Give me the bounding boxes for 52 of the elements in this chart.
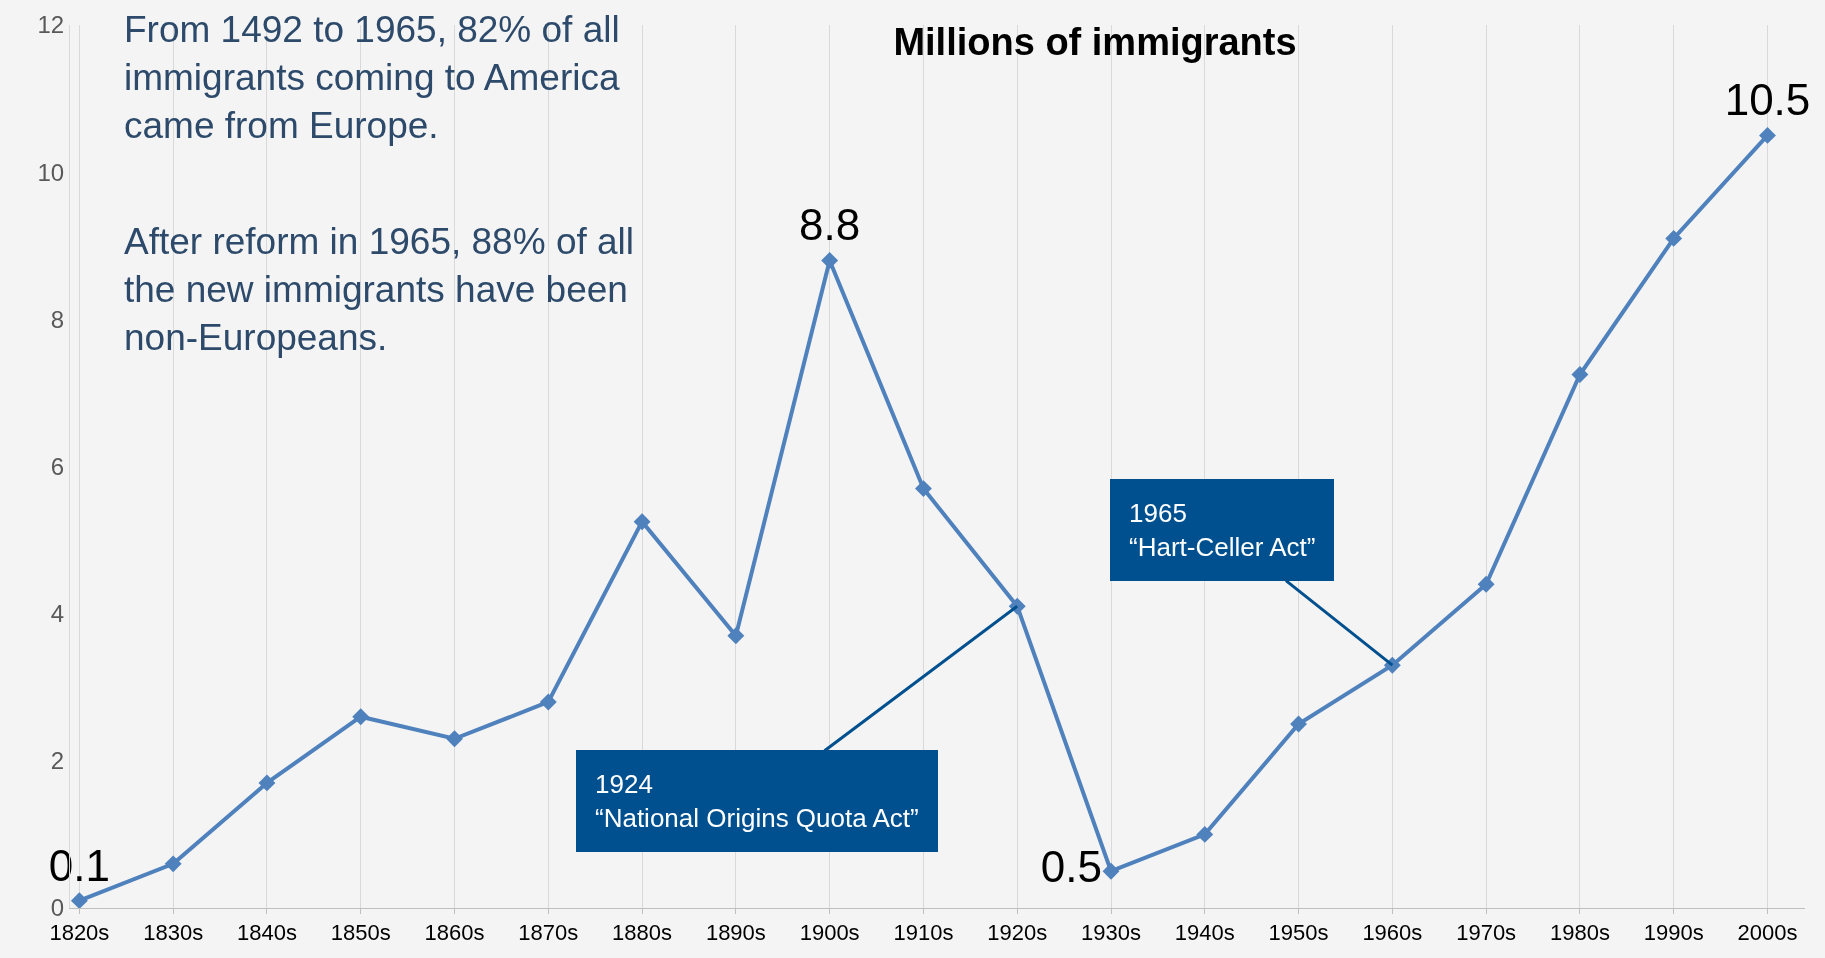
x-tick-label: 1890s [705, 920, 766, 946]
x-tick-label: 1970s [1456, 920, 1517, 946]
chart-title: Millions of immigrants [893, 21, 1297, 64]
point [70, 892, 88, 910]
data-label: 0.5 [1040, 842, 1102, 892]
data-label: 8.8 [799, 200, 861, 250]
point [1571, 366, 1589, 383]
point [633, 513, 651, 531]
point [727, 627, 745, 645]
x-tick-label: 1980s [1549, 920, 1610, 946]
y-tick-label: 6 [50, 452, 65, 480]
x-tick-label: 1960s [1362, 920, 1423, 946]
annotation: 1965 “Hart-Celler Act” [1129, 498, 1316, 562]
point [1290, 715, 1308, 733]
x-tick-label: 1910s [893, 920, 954, 946]
point [164, 855, 182, 873]
data-label: 10.5 [1724, 75, 1811, 125]
annotation: After reform in 1965, 88% of all the new immigrants have been non-Europeans. [124, 221, 635, 359]
x-tick-label: 1920s [987, 920, 1048, 946]
x-tick-label: 1900s [799, 920, 860, 946]
x-tick-label: 1830s [143, 920, 204, 946]
data-label: 0.1 [48, 840, 110, 890]
point [1665, 229, 1683, 247]
y-tick-label: 0 [50, 894, 65, 922]
y-tick-label: 8 [50, 305, 65, 333]
y-tick-label: 12 [37, 11, 65, 39]
x-tick-label: 1840s [236, 920, 297, 946]
x-tick-label: 1860s [424, 920, 485, 946]
point [539, 693, 557, 711]
annotation: From 1492 to 1965, 82% of all immigrants coming to America came from Europe. [124, 9, 620, 147]
y-tick-label: 4 [50, 600, 65, 628]
point [914, 480, 932, 498]
x-tick-label: 1850s [330, 920, 391, 946]
annotation: 1924 “National Origins Quota Act” [595, 769, 919, 833]
y-tick-label: 2 [50, 747, 65, 775]
x-tick-label: 1950s [1268, 920, 1329, 946]
x-tick-label: 1940s [1174, 920, 1235, 946]
x-tick-label: 1990s [1643, 920, 1704, 946]
point [1196, 825, 1214, 843]
y-tick-label: 10 [37, 158, 65, 186]
x-tick-label: 1870s [518, 920, 579, 946]
x-tick-label: 1930s [1081, 920, 1141, 946]
point [821, 252, 839, 269]
x-tick-label: 1880s [612, 920, 673, 946]
point [258, 774, 276, 792]
x-tick-label: 2000s [1737, 920, 1798, 946]
point [1102, 862, 1120, 880]
point [1759, 126, 1776, 144]
point [352, 708, 370, 726]
point [1477, 575, 1495, 593]
point [446, 730, 463, 748]
x-tick-label: 1820s [49, 920, 110, 946]
